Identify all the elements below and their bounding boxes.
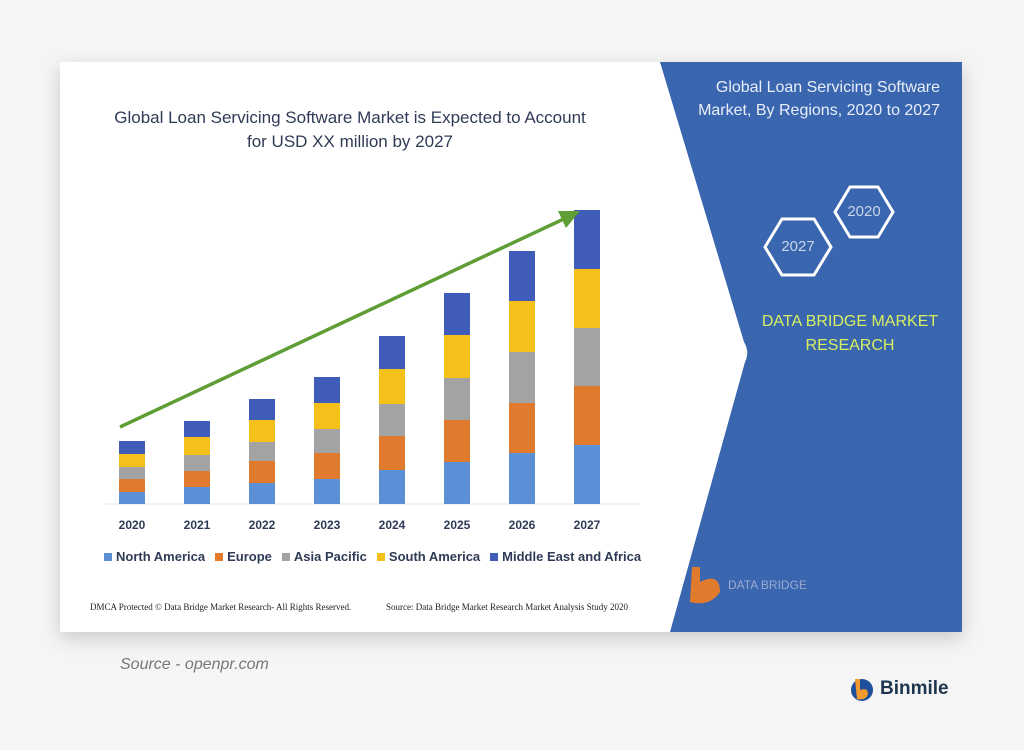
legend-item: Middle East and Africa <box>490 549 641 564</box>
binmile-text: Binmile <box>880 678 949 699</box>
hex-2027 <box>763 217 833 277</box>
bar-segment-2023-south-america <box>314 403 340 429</box>
x-tick-label: 2023 <box>314 518 341 532</box>
bar-segment-2025-north-america <box>444 462 470 504</box>
legend-swatch <box>281 552 290 561</box>
bar-segment-2027-asia-pacific <box>574 328 600 386</box>
bar-segment-2022-europe <box>249 461 275 483</box>
bar-segment-2020-north-america <box>119 492 145 504</box>
hex-label-2027: 2027 <box>781 238 815 255</box>
legend-item: South America <box>376 549 481 564</box>
legend: North America Europe Asia Pacific South Ame… <box>104 549 641 564</box>
footer-right: Source: Data Bridge Market Research Mark… <box>386 602 628 612</box>
hex-label-2020: 2020 <box>847 203 881 220</box>
bar-segment-2022-north-america <box>249 483 275 504</box>
bar-segment-2021-south-america <box>184 437 210 455</box>
bar-segment-2027-europe <box>574 386 600 445</box>
bar-segment-2023-asia-pacific <box>314 429 340 453</box>
bar-segment-2026-middle-east-and-africa <box>509 251 535 301</box>
bar-segment-2026-europe <box>509 403 535 453</box>
bar-segment-2021-north-america <box>184 487 210 504</box>
x-tick-label: 2027 <box>574 518 601 532</box>
bar-segment-2020-europe <box>119 479 145 492</box>
bar-segment-2026-north-america <box>509 453 535 504</box>
legend-swatch <box>215 552 224 561</box>
legend-label: North America <box>116 549 206 564</box>
bar-segment-2025-south-america <box>444 335 470 378</box>
bar-segment-2025-middle-east-and-africa <box>444 293 470 335</box>
bar-segment-2021-middle-east-and-africa <box>184 421 210 437</box>
legend-swatch <box>490 552 499 561</box>
x-tick-label: 2022 <box>249 518 276 532</box>
legend-item: North America <box>104 549 205 564</box>
blue-panel: DATA BRIDGE <box>660 62 962 632</box>
bar-segment-2026-south-america <box>509 301 535 352</box>
brand-text: DATA BRIDGE MARKET RESEARCH <box>761 313 939 354</box>
chart-title: Global Loan Servicing Software Market is… <box>114 108 586 151</box>
x-tick-label: 2021 <box>184 518 211 532</box>
infographic-card: DATA BRIDGE Global Loan Servicing Softwa… <box>60 62 962 632</box>
svg-text:DATA BRIDGE: DATA BRIDGE <box>728 578 807 592</box>
bar-segment-2027-north-america <box>574 445 600 504</box>
legend-item: Asia Pacific <box>281 549 367 564</box>
trend-arrow-head <box>558 211 580 228</box>
binmile-icon <box>851 679 873 701</box>
legend-label: Middle East and Africa <box>502 549 642 564</box>
hex-2020 <box>833 185 895 239</box>
bar-segment-2025-asia-pacific <box>444 378 470 420</box>
bar-segment-2027-middle-east-and-africa <box>574 210 600 269</box>
footer-left: DMCA Protected © Data Bridge Market Rese… <box>90 602 352 612</box>
legend-item: Europe <box>215 549 272 564</box>
bar-segment-2021-europe <box>184 471 210 487</box>
legend-label: Europe <box>227 549 272 564</box>
x-tick-label: 2026 <box>509 518 536 532</box>
bar-segment-2020-south-america <box>119 454 145 467</box>
bar-segment-2022-middle-east-and-africa <box>249 399 275 420</box>
bar-segment-2020-middle-east-and-africa <box>119 441 145 454</box>
legend-swatch <box>104 552 112 561</box>
legend-label: Asia Pacific <box>293 549 367 564</box>
data-bridge-logo: DATA BRIDGE <box>690 567 807 604</box>
bar-segment-2025-europe <box>444 420 470 462</box>
bar-segment-2022-south-america <box>249 420 275 442</box>
bar-segment-2023-middle-east-and-africa <box>314 377 340 403</box>
legend-swatch <box>376 552 385 561</box>
bar-segment-2024-south-america <box>379 369 405 404</box>
bar-segment-2024-middle-east-and-africa <box>379 336 405 369</box>
bar-segment-2022-asia-pacific <box>249 442 275 461</box>
source-caption: Source - openpr.com <box>120 656 269 673</box>
bar-segment-2024-europe <box>379 436 405 470</box>
bar-segment-2023-north-america <box>314 479 340 504</box>
trend-arrow <box>119 215 569 429</box>
bar-segment-2023-europe <box>314 453 340 479</box>
x-tick-label: 2024 <box>379 518 406 532</box>
binmile-logo: Binmile <box>848 675 949 703</box>
bar-segment-2027-south-america <box>574 269 600 328</box>
x-tick-label: 2020 <box>119 518 146 532</box>
bar-segment-2021-asia-pacific <box>184 455 210 471</box>
bar-segment-2024-asia-pacific <box>379 404 405 436</box>
stacked-bar-chart: 2020 2021 2022 2023 2024 2025 2026 2027 <box>105 210 640 532</box>
bar-segment-2024-north-america <box>379 470 405 504</box>
bar-segment-2020-asia-pacific <box>119 467 145 479</box>
panel-title: Global Loan Servicing Software Market, By… <box>698 79 940 119</box>
x-tick-label: 2025 <box>444 518 471 532</box>
legend-label: South America <box>388 549 481 564</box>
bar-segment-2026-asia-pacific <box>509 352 535 403</box>
